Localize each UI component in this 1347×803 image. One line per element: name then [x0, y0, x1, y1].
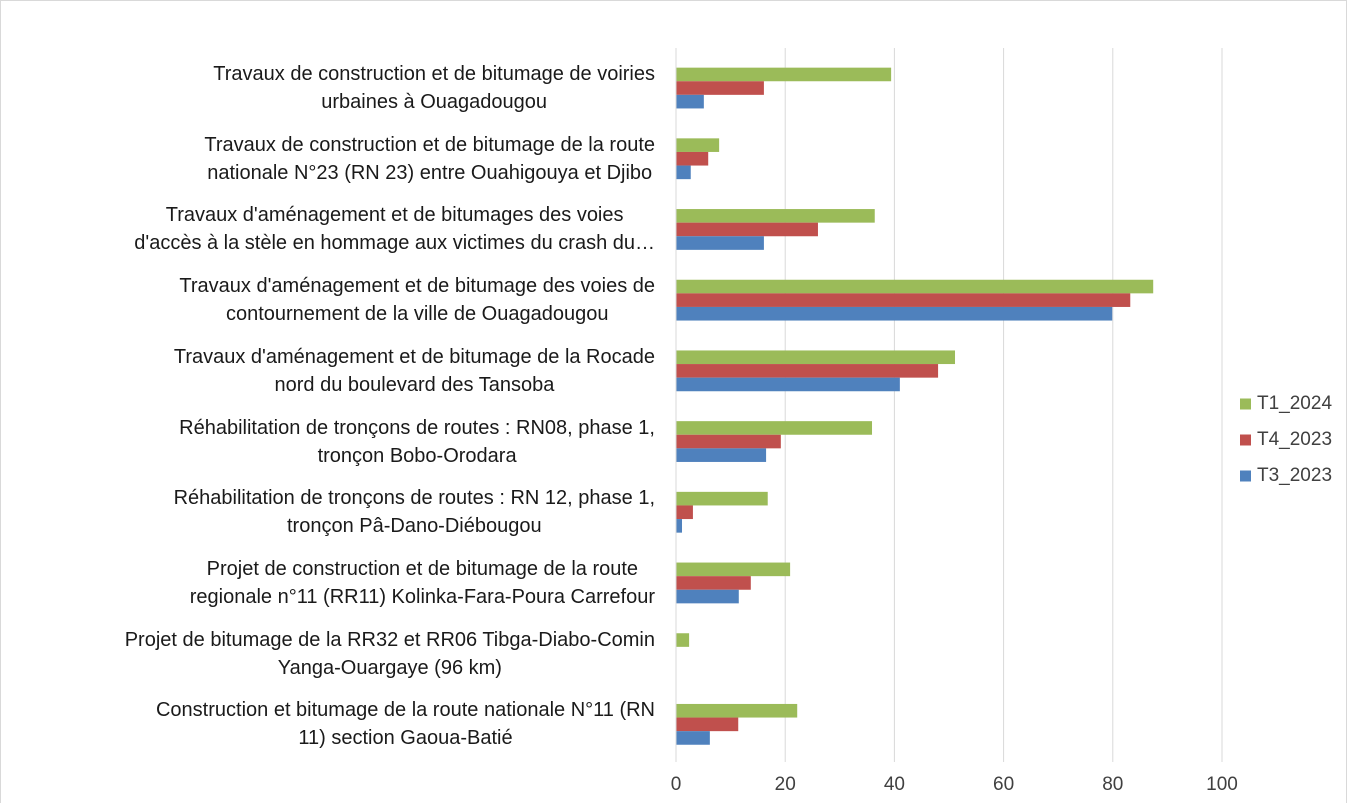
bar [676, 562, 791, 577]
legend-swatch [1240, 434, 1251, 446]
bar [676, 236, 764, 250]
bar [676, 421, 873, 435]
bar [676, 589, 739, 604]
bar [676, 350, 956, 365]
bar [676, 434, 781, 449]
bar [676, 519, 683, 533]
bar [676, 448, 767, 462]
category-label: Travaux de construction et de bitumage d… [204, 133, 655, 184]
bar [676, 81, 764, 95]
bar [676, 151, 709, 166]
legend-label: T1_2024 [1257, 393, 1332, 414]
legend-swatch [1240, 398, 1251, 410]
bar [676, 576, 751, 590]
x-tick-label: 40 [884, 774, 905, 795]
category-label: Travaux de construction et de bitumage d… [213, 63, 655, 114]
x-tick-label: 20 [775, 774, 796, 795]
bar [676, 67, 892, 82]
category-label: Construction et bitumage de la route nat… [155, 699, 655, 750]
legend-label: T3_2023 [1257, 465, 1332, 486]
x-tick-label: 100 [1206, 774, 1238, 795]
category-label: Réhabilitation de tronçons de routes : R… [173, 487, 655, 538]
bar [676, 306, 1113, 321]
bar [676, 94, 704, 109]
category-label: Projet de bitumage de la RR32 et RR06 Ti… [124, 628, 655, 679]
bar [676, 505, 693, 520]
x-tick-label: 0 [671, 774, 682, 795]
bar [676, 377, 900, 392]
bar [676, 633, 690, 647]
category-label: Travaux d'aménagement et de bitumages de… [134, 204, 655, 255]
category-label: Projet de construction et de bitumage de… [189, 557, 655, 608]
category-label: Travaux d'aménagement et de bitumage de … [173, 345, 655, 396]
legend-swatch [1240, 470, 1251, 482]
bar [676, 279, 1154, 294]
x-tick-label: 60 [993, 774, 1014, 795]
bar [676, 293, 1131, 307]
category-label: Travaux d'aménagement et de bitumage des… [179, 275, 655, 326]
bar [676, 209, 875, 223]
bar [676, 717, 739, 732]
bar [676, 491, 768, 506]
x-tick-label: 80 [1102, 774, 1123, 795]
bar [676, 364, 939, 378]
bar [676, 222, 818, 237]
category-label: Réhabilitation de tronçons de routes : R… [179, 416, 655, 467]
bar [676, 138, 720, 152]
legend-label: T4_2023 [1257, 429, 1332, 450]
bar [676, 703, 798, 718]
bar [676, 165, 691, 180]
bar [676, 731, 710, 745]
